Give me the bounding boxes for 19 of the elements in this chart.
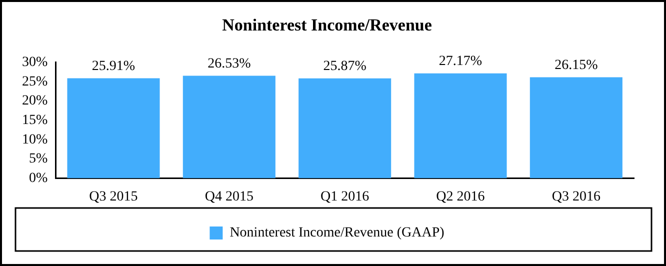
x-tick-label: Q4 2015 [204,189,254,204]
y-tick-label: 0% [28,170,48,186]
y-tick-label: 15% [22,112,48,128]
data-label: 26.15% [554,58,598,73]
data-label: 25.87% [323,59,367,74]
chart-title: Noninterest Income/Revenue [222,16,432,35]
y-tick-label: 10% [22,132,48,148]
y-tick-label: 5% [28,152,48,167]
legend-label: Noninterest Income/Revenue (GAAP) [230,226,445,241]
y-tick-label: 30% [22,55,48,70]
x-tick-label: Q1 2016 [320,189,370,204]
y-tick-label: 20% [22,94,48,109]
x-tick-label: Q2 2016 [436,189,485,204]
x-tick-label: Q3 2016 [552,189,600,204]
x-tick-label: Q3 2015 [89,189,138,204]
data-label: 25.91% [92,58,136,74]
y-tick-label: 25% [22,74,48,90]
data-label: 26.53% [208,56,252,72]
data-label: 27.17% [438,54,482,69]
